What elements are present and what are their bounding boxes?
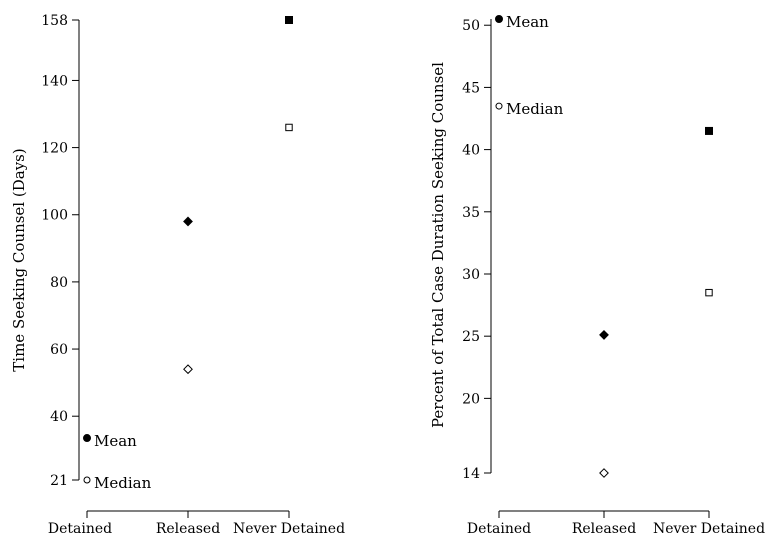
y-tick-label: 35 bbox=[462, 205, 480, 221]
y-tick-label: 50 bbox=[462, 18, 480, 34]
y-tick-label: 100 bbox=[41, 208, 68, 224]
mean-annotation: Mean bbox=[94, 432, 137, 450]
mean-point bbox=[705, 126, 713, 135]
median-point bbox=[183, 364, 193, 375]
x-tick-label: Never Detained bbox=[653, 521, 765, 536]
median-point bbox=[83, 476, 91, 484]
mean-annotation: Mean bbox=[506, 13, 549, 31]
y-tick-label: 158 bbox=[41, 13, 68, 29]
median-point bbox=[495, 102, 503, 110]
y-tick-label: 80 bbox=[50, 275, 68, 291]
y-tick-label: 140 bbox=[41, 73, 68, 89]
median-point bbox=[705, 288, 713, 297]
y-axis-label: Time Seeking Counsel (Days) bbox=[10, 148, 28, 371]
x-tick-label: Released bbox=[156, 521, 220, 536]
y-tick-label: 25 bbox=[462, 329, 480, 345]
mean-point bbox=[183, 216, 193, 227]
mean-point bbox=[285, 16, 293, 24]
x-tick-label: Detained bbox=[48, 521, 112, 536]
mean-point bbox=[83, 434, 91, 443]
mean-point bbox=[599, 330, 609, 340]
median-point bbox=[285, 123, 293, 132]
x-tick-label: Detained bbox=[467, 521, 531, 536]
median-annotation: Median bbox=[506, 100, 564, 118]
y-tick-label: 20 bbox=[462, 391, 480, 407]
y-tick-label: 40 bbox=[462, 143, 480, 159]
mean-point bbox=[495, 15, 503, 23]
median-annotation: Median bbox=[94, 474, 152, 492]
y-tick-label: 21 bbox=[50, 473, 68, 489]
y-tick-label: 30 bbox=[462, 267, 480, 283]
y-tick-label: 45 bbox=[462, 80, 480, 96]
y-tick-label: 120 bbox=[41, 141, 68, 157]
median-point bbox=[599, 468, 609, 478]
y-axis-label: Percent of Total Case Duration Seeking C… bbox=[429, 62, 447, 428]
x-tick-label: Released bbox=[572, 521, 636, 536]
y-tick-label: 40 bbox=[50, 409, 68, 425]
x-tick-label: Never Detained bbox=[233, 521, 345, 536]
y-tick-label: 60 bbox=[50, 342, 68, 358]
y-tick-label: 14 bbox=[462, 466, 480, 482]
